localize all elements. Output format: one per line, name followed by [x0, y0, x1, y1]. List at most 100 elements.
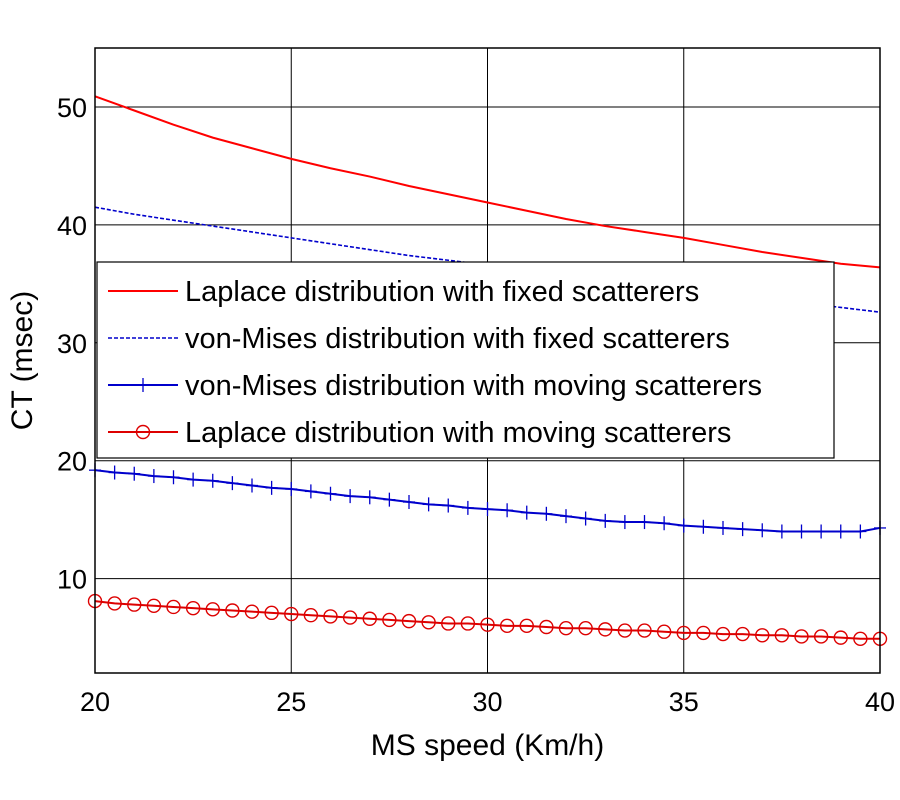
data-point [421, 615, 436, 630]
data-point [303, 608, 319, 623]
data-point [520, 505, 533, 520]
x-tick-label: 25 [276, 687, 306, 717]
data-point [401, 613, 417, 629]
series-3 [89, 463, 886, 539]
data-point [696, 625, 711, 641]
legend-label: Laplace distribution with moving scatter… [185, 417, 731, 449]
data-point [146, 598, 162, 613]
data-point [206, 473, 219, 488]
data-point [244, 604, 260, 619]
data-point [185, 600, 201, 616]
data-point [599, 513, 612, 528]
data-point [265, 480, 278, 495]
data-point [834, 524, 847, 539]
data-point [264, 605, 279, 621]
data-point [127, 597, 142, 612]
axis-ticks: 20 25 30 35 40 10 20 30 40 50 [57, 93, 895, 717]
legend-label: von-Mises distribution with moving scatt… [185, 370, 762, 402]
data-point [284, 606, 299, 622]
data-point [579, 511, 592, 526]
data-point [617, 623, 633, 638]
data-point [383, 492, 396, 507]
data-point [795, 524, 808, 539]
data-point [775, 524, 788, 539]
data-point [736, 522, 749, 537]
data-point [342, 610, 358, 625]
data-point [560, 509, 572, 524]
y-tick-label: 10 [57, 565, 87, 595]
plot-frame [94, 47, 881, 674]
data-point [187, 472, 200, 487]
data-point [656, 624, 672, 639]
data-point [833, 630, 848, 645]
data-point [147, 469, 160, 484]
legend: Laplace distribution with fixed scattere… [96, 261, 835, 459]
data-point [715, 626, 731, 642]
y-tick-label: 30 [57, 329, 87, 359]
data-point [324, 486, 337, 501]
data-point [794, 629, 809, 644]
data-point [108, 465, 121, 480]
data-point [107, 596, 122, 611]
data-point [226, 476, 239, 491]
data-point [854, 524, 867, 539]
series-4 [87, 593, 888, 647]
data-point [676, 625, 691, 641]
data-point [755, 628, 770, 643]
x-tick-label: 20 [80, 687, 110, 717]
data-point [225, 603, 240, 618]
data-point [441, 616, 456, 631]
data-point [539, 619, 554, 635]
legend-marker [135, 424, 151, 440]
data-point [382, 612, 397, 628]
legend-box [96, 261, 835, 459]
legend-item: Laplace distribution with fixed scattere… [108, 276, 699, 308]
data-point [362, 611, 377, 626]
data-point [167, 470, 180, 485]
data-point [677, 518, 690, 533]
data-point [813, 629, 829, 644]
legend-item: von-Mises distribution with moving scatt… [108, 370, 762, 402]
data-point [499, 618, 515, 634]
data-point [756, 523, 769, 538]
data-point [618, 515, 631, 530]
y-axis-label: CT (msec) [6, 291, 39, 430]
x-tick-label: 30 [472, 687, 502, 717]
legend-marker [137, 378, 149, 392]
data-point [480, 617, 495, 632]
legend-label: von-Mises distribution with fixed scatte… [185, 323, 730, 355]
legend-label: Laplace distribution with fixed scattere… [185, 276, 699, 308]
data-point [658, 516, 671, 531]
data-point [323, 609, 338, 624]
data-point [246, 478, 258, 493]
x-axis-label: MS speed (Km/h) [371, 729, 604, 762]
data-point [717, 520, 729, 535]
series-1 [94, 95, 881, 269]
data-point [598, 622, 613, 637]
data-point [205, 602, 220, 617]
data-point [285, 482, 298, 497]
data-point [461, 500, 474, 515]
data-point [128, 466, 141, 481]
series-line [94, 95, 881, 269]
data-point [344, 489, 357, 504]
data-point [697, 519, 710, 534]
data-point [815, 524, 828, 539]
data-point [774, 628, 790, 643]
data-point [735, 626, 750, 642]
legend-item: Laplace distribution with moving scatter… [108, 417, 731, 449]
data-point [422, 497, 435, 512]
data-point [853, 631, 868, 647]
data-point [540, 506, 553, 521]
data-point [481, 502, 494, 517]
data-point [304, 484, 317, 499]
y-tick-label: 40 [57, 211, 87, 241]
data-point [460, 616, 476, 631]
data-point [578, 620, 593, 636]
data-point [519, 618, 534, 634]
y-tick-label: 20 [57, 447, 87, 477]
data-point [501, 503, 514, 518]
y-tick-label: 50 [57, 93, 87, 123]
data-point [558, 620, 574, 636]
